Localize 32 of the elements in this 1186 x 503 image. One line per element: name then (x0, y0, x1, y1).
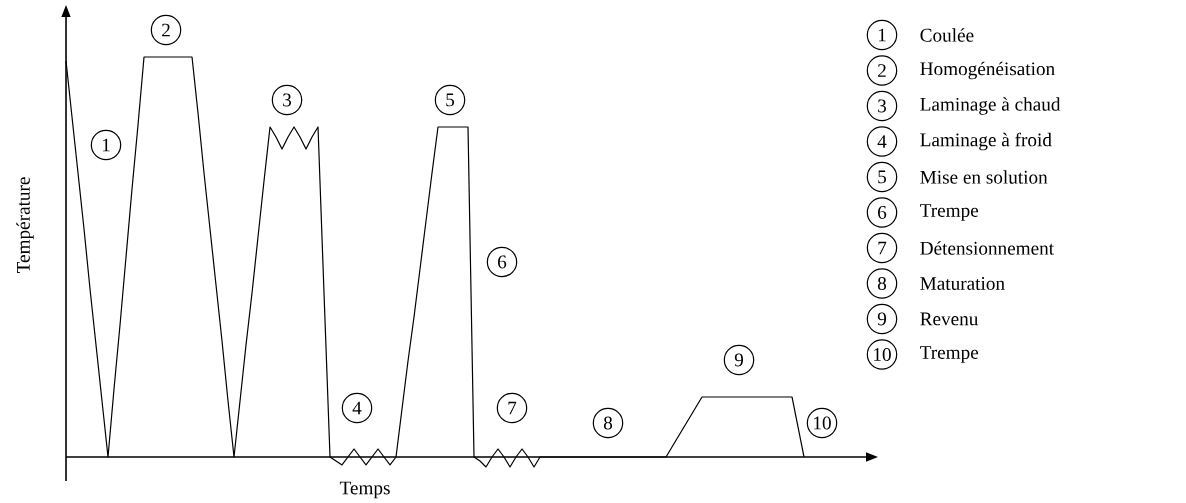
text: 5 (878, 170, 887, 184)
text: 1 (878, 28, 886, 42)
text: Laminage à chaud (920, 97, 1061, 115)
text: Coulée (920, 28, 974, 42)
annotation: 3 (283, 93, 292, 107)
text: Maturation (920, 277, 1005, 290)
annotation: 8 (603, 416, 613, 430)
text: Trempe (920, 204, 979, 221)
text: Détensionnement (920, 241, 1054, 255)
text: Homogénéisation (920, 61, 1055, 80)
text: Trempe (920, 346, 979, 363)
text: 4 (877, 135, 887, 148)
text: Laminage à froid (920, 132, 1052, 151)
annotation: 1 (102, 138, 110, 152)
text: 7 (878, 241, 887, 255)
text: 2 (162, 23, 170, 37)
text: 9 (877, 312, 886, 326)
text: 3 (878, 99, 887, 113)
annotation: 7 (508, 401, 517, 415)
text: 10 (814, 416, 831, 430)
annotation: 4 (352, 401, 362, 415)
text: 6 (878, 206, 887, 219)
text: Mise en solution (920, 170, 1048, 184)
annotation: 6 (498, 255, 507, 269)
text: 8 (877, 277, 887, 290)
y-axis-title: Température (16, 177, 34, 273)
text: Revenu (920, 312, 979, 326)
annotation: 9 (734, 353, 744, 367)
text: 10 (874, 348, 891, 361)
annotation: 5 (446, 93, 455, 107)
x-axis-title: Temps (339, 481, 390, 499)
text: 2 (878, 64, 886, 77)
